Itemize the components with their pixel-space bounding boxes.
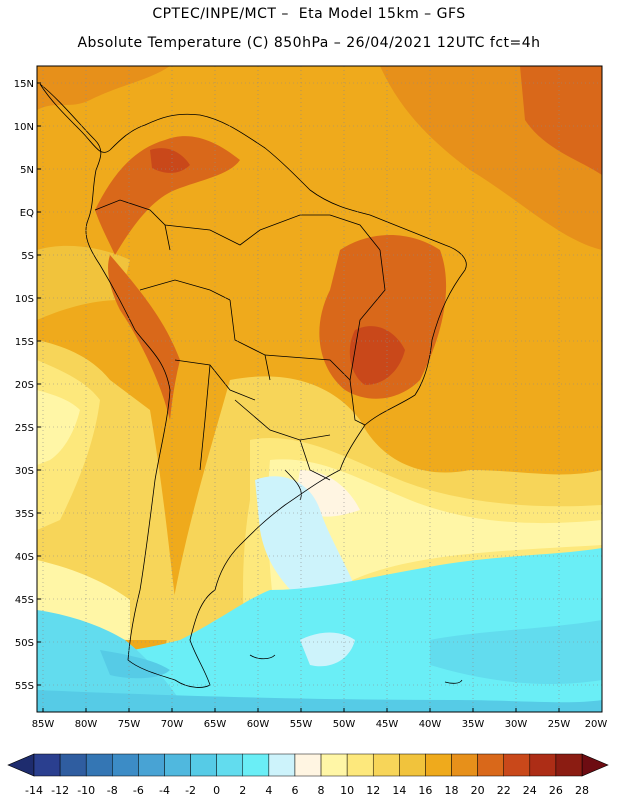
lat-label: 10S bbox=[15, 294, 34, 305]
colorbar-swatch bbox=[242, 753, 270, 777]
lat-label: 20S bbox=[15, 380, 34, 391]
colorbar-label: 18 bbox=[445, 784, 459, 797]
lon-label: 75W bbox=[118, 719, 141, 730]
colorbar-label: 10 bbox=[340, 784, 354, 797]
colorbar-swatch bbox=[346, 753, 374, 777]
lat-label: 45S bbox=[15, 595, 34, 606]
colorbar-label: 12 bbox=[366, 784, 380, 797]
colorbar-label: 26 bbox=[549, 784, 563, 797]
colorbar-label: 4 bbox=[265, 784, 272, 797]
colorbar-label: -2 bbox=[185, 784, 196, 797]
lon-label: 60W bbox=[247, 719, 270, 730]
colorbar-swatch bbox=[372, 753, 400, 777]
colorbar-swatch bbox=[555, 753, 583, 777]
colorbar-label: 24 bbox=[523, 784, 537, 797]
colorbar-swatches bbox=[33, 753, 583, 777]
colorbar: -14 -12 -10 -8 -6 -4 -2 0 2 4 6 8 10 12 14 16 18 20 22 24 26… bbox=[7, 753, 609, 797]
colorbar-swatch bbox=[294, 753, 322, 777]
colorbar-label: -4 bbox=[159, 784, 170, 797]
colorbar-swatch bbox=[164, 753, 191, 777]
colorbar-label: 8 bbox=[318, 784, 325, 797]
lat-label: 5N bbox=[20, 165, 34, 176]
coastlines bbox=[39, 83, 467, 688]
lat-label: EQ bbox=[20, 208, 34, 219]
lon-label: 55W bbox=[290, 719, 313, 730]
colorbar-label: -14 bbox=[25, 784, 43, 797]
lon-label: 30W bbox=[505, 719, 528, 730]
colorbar-labels: -14 -12 -10 -8 -6 -4 -2 0 2 4 6 8 10 12 14 16 18 20 22 24 26… bbox=[25, 784, 589, 797]
map-frame bbox=[36, 65, 603, 713]
colorbar-swatch bbox=[529, 753, 557, 777]
longitude-labels: 85W 80W 75W 70W 65W 60W 55W 50W 45W 40W … bbox=[32, 719, 608, 730]
colorbar-label: 14 bbox=[392, 784, 406, 797]
colorbar-label: -6 bbox=[133, 784, 144, 797]
colorbar-swatch bbox=[85, 753, 113, 777]
colorbar-swatch bbox=[425, 753, 452, 777]
lat-label: 40S bbox=[15, 552, 34, 563]
colorbar-label: 28 bbox=[575, 784, 589, 797]
lat-label: 25S bbox=[15, 423, 34, 434]
latitude-labels: 15N 10N 5N EQ 5S 10S 15S 20S 25S 30S 35S… bbox=[14, 79, 34, 692]
colorbar-label: 22 bbox=[497, 784, 511, 797]
lat-label: 55S bbox=[15, 681, 34, 692]
colorbar-swatch bbox=[112, 753, 139, 777]
colorbar-swatch bbox=[268, 753, 296, 777]
colorbar-swatch bbox=[190, 753, 217, 777]
colorbar-swatch bbox=[216, 753, 244, 777]
lon-label: 40W bbox=[419, 719, 442, 730]
lon-label: 50W bbox=[333, 719, 356, 730]
lat-label: 15S bbox=[15, 337, 34, 348]
lat-label: 30S bbox=[15, 466, 34, 477]
colorbar-swatch bbox=[33, 753, 61, 777]
colorbar-low-triangle bbox=[7, 753, 35, 777]
lat-label: 15N bbox=[14, 79, 34, 90]
chart-title: CPTEC/INPE/MCT – Eta Model 15km – GFS bbox=[152, 6, 466, 22]
colorbar-label: 16 bbox=[418, 784, 432, 797]
colorbar-swatch bbox=[503, 753, 531, 777]
lon-label: 25W bbox=[548, 719, 571, 730]
lat-label: 35S bbox=[15, 509, 34, 520]
lon-label: 45W bbox=[376, 719, 399, 730]
colorbar-label: -8 bbox=[107, 784, 118, 797]
lat-label: 50S bbox=[15, 638, 34, 649]
lon-label: 70W bbox=[161, 719, 184, 730]
colorbar-label: -12 bbox=[51, 784, 69, 797]
chart-subtitle: Absolute Temperature (C) 850hPa – 26/04/… bbox=[77, 35, 541, 51]
lat-label: 5S bbox=[21, 251, 34, 262]
lon-label: 35W bbox=[462, 719, 485, 730]
lon-label: 20W bbox=[585, 719, 608, 730]
axis-ticks bbox=[37, 82, 560, 712]
colorbar-swatch bbox=[59, 753, 87, 777]
colorbar-label: 6 bbox=[291, 784, 298, 797]
temperature-field bbox=[37, 66, 602, 712]
lat-label: 10N bbox=[14, 122, 34, 133]
colorbar-label: 2 bbox=[239, 784, 246, 797]
colorbar-swatch bbox=[477, 753, 504, 777]
colorbar-label: 0 bbox=[213, 784, 220, 797]
colorbar-swatch bbox=[138, 753, 165, 777]
lon-label: 80W bbox=[75, 719, 98, 730]
colorbar-label: 20 bbox=[471, 784, 485, 797]
colorbar-label: -10 bbox=[77, 784, 95, 797]
lon-label: 85W bbox=[32, 719, 55, 730]
lon-label: 65W bbox=[204, 719, 227, 730]
colorbar-swatch bbox=[399, 753, 426, 777]
colorbar-high-triangle bbox=[581, 753, 609, 777]
colorbar-swatch bbox=[451, 753, 478, 777]
colorbar-swatch bbox=[320, 753, 348, 777]
